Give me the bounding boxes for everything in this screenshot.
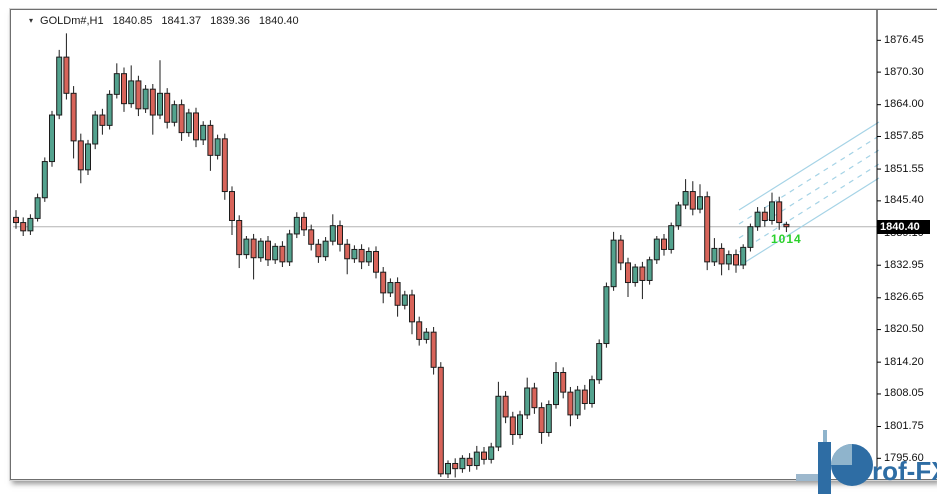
watermark: rof-FX [780, 428, 937, 494]
proffx-logo-icon: rof-FX [796, 430, 937, 494]
ohlc-high: 1841.37 [161, 15, 202, 27]
axis-price-label: 1857.85 [884, 129, 924, 142]
ohlc-low: 1839.36 [210, 15, 250, 27]
axis-price-label: 1864.00 [884, 98, 924, 111]
symbol-dropdown-icon[interactable]: ▾ [29, 16, 34, 25]
ascending-channel[interactable] [738, 121, 880, 267]
axis-price-label: 1808.05 [884, 387, 924, 400]
symbol-header: ▾ GOLDm#,H1 1840.85 1841.37 1839.36 1840… [29, 15, 299, 27]
chart-canvas[interactable] [11, 10, 937, 478]
axis-price-label: 1832.95 [884, 258, 924, 271]
axis-price-label: 1870.30 [884, 65, 924, 78]
ohlc-open: 1840.85 [112, 15, 153, 27]
current-price-tag: 1840.40 [877, 219, 930, 234]
watermark-text: rof-FX [872, 456, 937, 486]
axis-price-label: 1795.60 [884, 451, 924, 464]
axis-price-label: 1876.45 [884, 33, 924, 46]
symbol-timeframe-label: GOLDm#,H1 [40, 15, 104, 27]
axis-price-label: 1801.75 [884, 420, 924, 433]
channel-annotation-label[interactable]: 1014 [771, 232, 802, 246]
axis-separator [876, 10, 881, 478]
chart-window: ▾ GOLDm#,H1 1840.85 1841.37 1839.36 1840… [9, 8, 937, 481]
ohlc-close: 1840.40 [258, 15, 299, 27]
axis-price-label: 1820.50 [884, 323, 924, 336]
axis-price-label: 1826.65 [884, 291, 924, 304]
axis-price-label: 1851.55 [884, 162, 924, 175]
candlestick-series [13, 33, 790, 478]
axis-price-label: 1814.20 [884, 355, 924, 368]
axis-price-label: 1845.40 [884, 194, 924, 207]
